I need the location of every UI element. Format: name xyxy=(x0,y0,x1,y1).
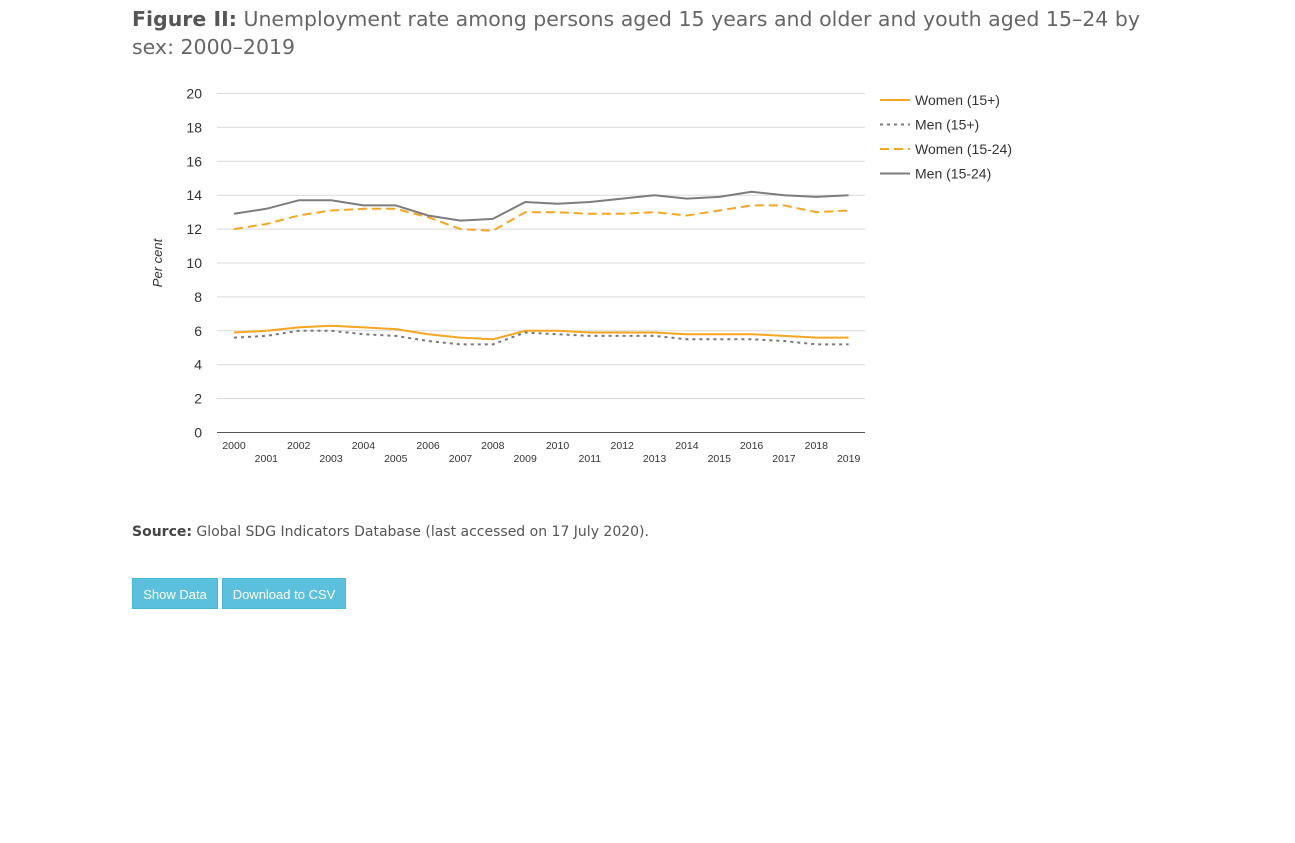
x-tick-label: 2000 xyxy=(222,440,246,452)
x-tick-label: 2019 xyxy=(837,453,861,465)
x-tick-label: 2008 xyxy=(481,440,505,452)
series-line xyxy=(233,204,849,232)
y-tick-label: 16 xyxy=(186,153,202,169)
y-tick-label: 18 xyxy=(186,119,202,135)
line-chart: 0 2 4 6 8 10 12 14 16 18 20 Per cent 2000 2001 2002 200… xyxy=(150,86,1012,466)
x-tick-label: 2015 xyxy=(708,453,732,465)
legend-label: Women (15+) xyxy=(915,92,1000,108)
y-tick-label: 6 xyxy=(194,323,202,339)
legend-label: Women (15-24) xyxy=(915,141,1012,157)
x-tick-label: 2007 xyxy=(449,453,473,465)
x-tick-label: 2014 xyxy=(675,440,699,452)
x-tick-label: 2001 xyxy=(255,453,279,465)
series-line xyxy=(233,324,849,341)
y-tick-label: 2 xyxy=(194,391,202,407)
x-tick-label: 2013 xyxy=(643,453,667,465)
x-tick-label: 2012 xyxy=(611,440,635,452)
x-tick-label: 2009 xyxy=(513,453,537,465)
download-csv-button[interactable]: Download to CSV xyxy=(222,578,346,609)
series-line xyxy=(233,329,849,346)
x-tick-label: 2016 xyxy=(740,440,764,452)
x-tick-label: 2006 xyxy=(416,440,440,452)
source-text: Global SDG Indicators Database (last acc… xyxy=(196,524,649,540)
y-tick-label: 0 xyxy=(194,425,202,441)
x-tick-label: 2005 xyxy=(384,453,408,465)
y-tick-label: 14 xyxy=(186,187,202,203)
legend-label: Men (15+) xyxy=(915,117,979,133)
x-tick-label: 2002 xyxy=(287,440,311,452)
figure-title: Figure II: Unemployment rate among perso… xyxy=(132,5,1152,61)
y-axis-label: Per cent xyxy=(150,237,165,287)
x-tick-label: 2010 xyxy=(546,440,570,452)
figure-title-text: Unemployment rate among persons aged 15 … xyxy=(132,7,1140,59)
source-note: Source: Global SDG Indicators Database (… xyxy=(132,524,649,540)
x-tick-label: 2018 xyxy=(805,440,829,452)
y-tick-label: 10 xyxy=(186,255,202,271)
y-tick-label: 8 xyxy=(194,289,202,305)
y-tick-label: 12 xyxy=(186,221,202,237)
figure-title-lead: Figure II: xyxy=(132,7,237,31)
x-tick-label: 2017 xyxy=(772,453,796,465)
show-data-button[interactable]: Show Data xyxy=(132,578,218,609)
y-tick-label: 4 xyxy=(194,357,202,373)
series-line xyxy=(233,190,849,222)
x-tick-label: 2003 xyxy=(319,453,343,465)
y-tick-label: 20 xyxy=(186,86,202,102)
legend-label: Men (15-24) xyxy=(915,166,991,182)
x-tick-label: 2004 xyxy=(352,440,376,452)
source-lead: Source: xyxy=(132,524,192,540)
x-tick-label: 2011 xyxy=(579,453,602,465)
